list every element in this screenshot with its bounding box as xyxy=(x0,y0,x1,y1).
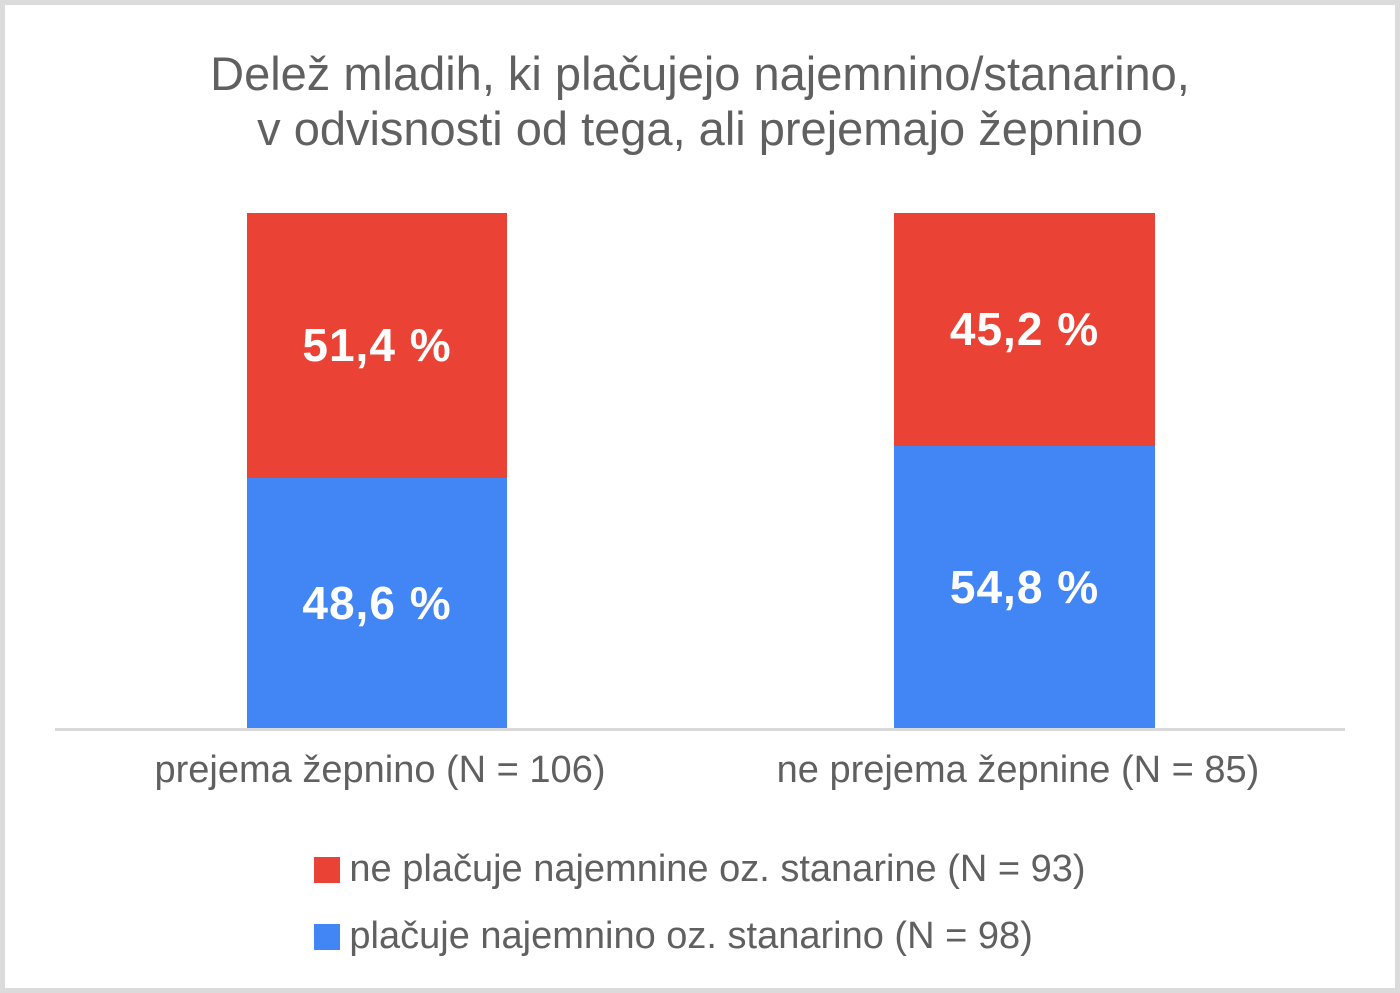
legend-item-placuje: plačuje najemnino oz. stanarino (N = 98) xyxy=(314,915,1033,958)
bar-prejema-zepnino: 51,4 % 48,6 % xyxy=(247,213,507,728)
legend-item-ne-placuje: ne plačuje najemnine oz. stanarine (N = … xyxy=(314,848,1086,891)
category-label-prejema: prejema žepnino (N = 106) xyxy=(154,749,606,791)
data-label-bar2-red: 45,2 % xyxy=(949,303,1100,356)
bar2-segment-ne-placuje: 45,2 % xyxy=(894,213,1155,446)
data-label-bar1-red: 51,4 % xyxy=(302,319,452,372)
data-label-bar2-blue: 54,8 % xyxy=(949,560,1100,613)
plot-area: 51,4 % 48,6 % 45,2 % 54,8 % xyxy=(5,213,1395,731)
chart-title: Delež mladih, ki plačujejo najemnino/sta… xyxy=(5,47,1395,157)
legend-label-placuje: plačuje najemnino oz. stanarino (N = 98) xyxy=(349,915,1033,957)
category-label-ne-prejema: ne prejema žepnine (N = 85) xyxy=(776,749,1260,791)
legend: ne plačuje najemnine oz. stanarine (N = … xyxy=(5,848,1395,958)
legend-items: ne plačuje najemnine oz. stanarine (N = … xyxy=(314,848,1086,958)
data-label-bar1-blue: 48,6 % xyxy=(302,576,452,629)
chart-title-line-1: Delež mladih, ki plačujejo najemnino/sta… xyxy=(210,47,1190,100)
legend-label-ne-placuje: ne plačuje najemnine oz. stanarine (N = … xyxy=(349,848,1086,890)
x-axis-line xyxy=(55,728,1345,731)
legend-swatch-red xyxy=(314,856,341,883)
bar-ne-prejema-zepnine: 45,2 % 54,8 % xyxy=(894,213,1155,728)
x-axis-labels: prejema žepnino (N = 106) ne prejema žep… xyxy=(5,749,1395,797)
legend-swatch-blue xyxy=(314,923,341,950)
chart-title-line-2: v odvisnosti od tega, ali prejemajo žepn… xyxy=(257,101,1143,155)
bar2-segment-placuje: 54,8 % xyxy=(894,445,1155,728)
bar1-segment-ne-placuje: 51,4 % xyxy=(247,213,507,478)
bar1-segment-placuje: 48,6 % xyxy=(247,477,507,728)
